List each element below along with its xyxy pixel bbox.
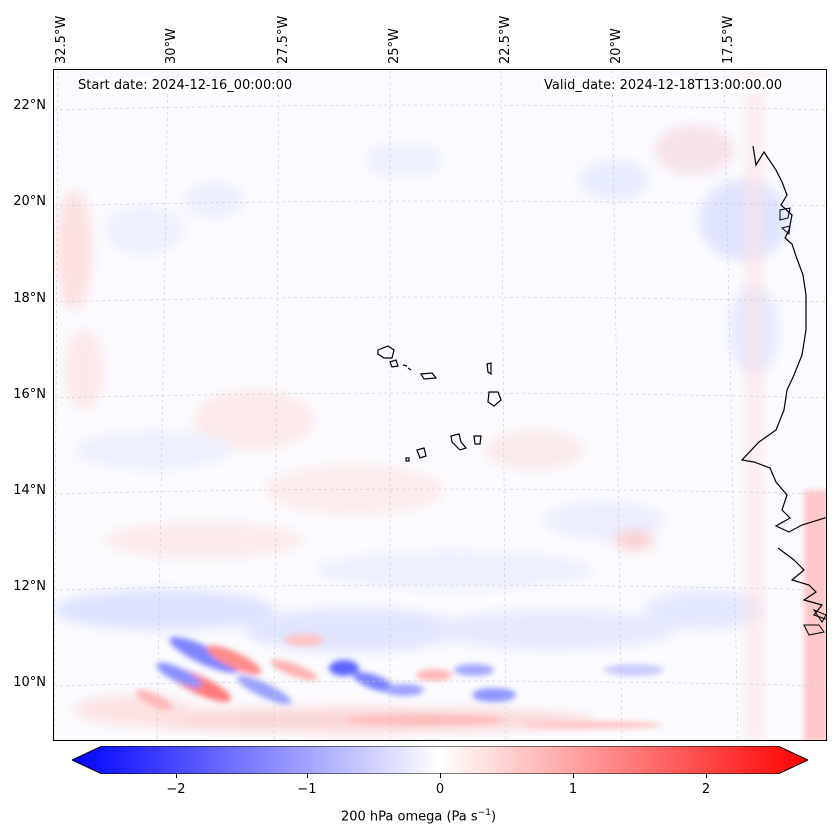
cbar-tick-neg2: −2 xyxy=(166,782,186,797)
cape-verde-islands xyxy=(377,345,502,462)
lon-label-32-5w: 32.5°W xyxy=(54,15,69,64)
omega-wave-pattern xyxy=(135,634,664,729)
colorbar-label-end: ) xyxy=(490,809,497,825)
lat-label-20n: 20°N xyxy=(13,194,46,209)
valid-date-label: Valid_date: 2024-12-18T13:00:00.00 xyxy=(542,78,785,93)
lon-label-25w: 25°W xyxy=(387,28,402,64)
lat-label-12n: 12°N xyxy=(13,579,46,594)
omega-shading xyxy=(54,125,789,732)
cbar-tick-2: 2 xyxy=(701,782,711,797)
africa-coastline-south xyxy=(777,547,826,620)
africa-coastline xyxy=(740,145,826,533)
map-panel[interactable] xyxy=(53,69,827,741)
cbar-tickmark-neg2 xyxy=(176,773,177,778)
cbar-tickmark-neg1 xyxy=(307,773,308,778)
colorbar-label: 200 hPa omega (Pa s−1) xyxy=(0,808,837,824)
cbar-tickmark-0 xyxy=(440,773,441,778)
start-date-label: Start date: 2024-12-16_00:00:00 xyxy=(76,78,295,93)
cbar-tick-0: 0 xyxy=(435,782,445,797)
cbar-tickmark-1 xyxy=(573,773,574,778)
lon-label-20w: 20°W xyxy=(609,28,624,64)
lat-label-16n: 16°N xyxy=(13,387,46,402)
lat-label-14n: 14°N xyxy=(13,483,46,498)
gridlines xyxy=(54,70,826,740)
lat-label-18n: 18°N xyxy=(13,291,46,306)
lat-label-10n: 10°N xyxy=(13,675,46,690)
lat-label-22n: 22°N xyxy=(13,98,46,113)
cbar-tickmark-2 xyxy=(706,773,707,778)
colorbar-label-exponent: −1 xyxy=(477,808,491,818)
lon-label-27-5w: 27.5°W xyxy=(276,15,291,64)
omega-field-map xyxy=(54,70,826,740)
cbar-tick-neg1: −1 xyxy=(297,782,317,797)
colorbar xyxy=(70,745,810,775)
colorbar-label-main: 200 hPa omega (Pa s xyxy=(340,809,478,825)
colorbar-gradient xyxy=(70,745,810,775)
lon-label-22-5w: 22.5°W xyxy=(498,15,513,64)
cbar-tick-1: 1 xyxy=(568,782,578,797)
lon-label-30w: 30°W xyxy=(164,28,179,64)
lon-label-17-5w: 17.5°W xyxy=(721,15,736,64)
